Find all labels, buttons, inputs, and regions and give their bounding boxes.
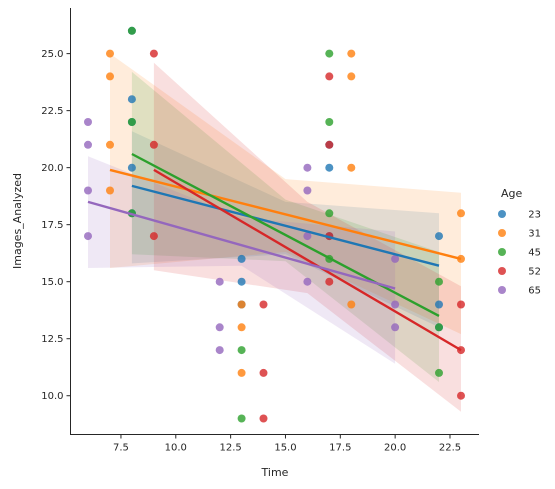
x-tick-label: 17.5 bbox=[329, 443, 351, 454]
x-tick-label: 10.0 bbox=[165, 443, 187, 454]
data-point-31 bbox=[106, 140, 114, 149]
data-point-45 bbox=[325, 209, 334, 218]
data-point-45 bbox=[237, 346, 246, 355]
data-point-45 bbox=[127, 26, 136, 35]
data-point-65 bbox=[303, 277, 312, 286]
trend-line-31 bbox=[109, 168, 462, 261]
legend: Age 23 31 45 52 65 bbox=[498, 187, 541, 297]
data-point-31 bbox=[106, 72, 114, 81]
data-point-45 bbox=[325, 118, 334, 126]
x-tick-label: 15.0 bbox=[274, 443, 296, 454]
y-axis-label: Images_Analyzed bbox=[11, 173, 24, 269]
data-point-23 bbox=[127, 95, 136, 104]
data-point-45 bbox=[435, 368, 443, 377]
data-point-65 bbox=[303, 232, 312, 241]
data-point-31 bbox=[457, 209, 465, 218]
data-point-65 bbox=[391, 300, 400, 309]
trend-lines bbox=[87, 152, 462, 352]
data-point-52 bbox=[325, 72, 334, 81]
data-point-65 bbox=[84, 140, 92, 149]
data-point-45 bbox=[127, 118, 136, 126]
x-ticks: 7.5 10.0 12.5 15.0 17.5 20.0 22.5 bbox=[113, 434, 461, 454]
legend-label-45: 45 bbox=[528, 248, 541, 259]
data-point-31 bbox=[347, 163, 356, 172]
trend-line-23 bbox=[131, 184, 440, 267]
y-tick-label: 20.0 bbox=[41, 163, 63, 174]
data-point-52 bbox=[457, 391, 465, 400]
data-point-23 bbox=[325, 163, 334, 172]
legend-marker-65 bbox=[498, 286, 506, 294]
data-point-65 bbox=[215, 346, 224, 355]
legend-title: Age bbox=[501, 187, 523, 200]
x-tick-label: 7.5 bbox=[113, 443, 129, 454]
data-point-52 bbox=[259, 414, 268, 423]
data-point-45 bbox=[237, 414, 246, 423]
data-point-31 bbox=[237, 323, 246, 332]
confidence-band-31 bbox=[110, 53, 461, 335]
data-point-65 bbox=[84, 186, 92, 195]
legend-label-23: 23 bbox=[528, 210, 541, 221]
data-point-52 bbox=[325, 140, 334, 149]
y-tick-label: 10.0 bbox=[41, 391, 63, 402]
y-tick-label: 22.5 bbox=[41, 106, 63, 117]
trend-line-65 bbox=[87, 200, 396, 290]
x-tick-label: 20.0 bbox=[384, 443, 406, 454]
data-point-65 bbox=[303, 186, 312, 195]
data-point-52 bbox=[457, 300, 465, 309]
data-point-31 bbox=[106, 186, 114, 195]
trend-line-52 bbox=[153, 168, 462, 352]
data-point-45 bbox=[435, 277, 443, 286]
data-point-65 bbox=[215, 323, 224, 332]
data-point-65 bbox=[391, 323, 400, 332]
confidence-bands bbox=[88, 53, 461, 412]
data-point-23 bbox=[237, 254, 246, 263]
data-point-31 bbox=[347, 49, 356, 58]
data-point-52 bbox=[149, 140, 158, 149]
data-point-31 bbox=[106, 49, 114, 58]
data-point-23 bbox=[237, 277, 246, 286]
data-point-52 bbox=[149, 49, 158, 58]
data-point-23 bbox=[435, 300, 443, 309]
data-point-45 bbox=[435, 323, 443, 332]
y-tick-label: 12.5 bbox=[41, 334, 63, 345]
data-point-23 bbox=[435, 232, 443, 241]
data-point-23 bbox=[127, 163, 136, 172]
y-ticks: 10.0 12.5 15.0 17.5 20.0 22.5 25.0 bbox=[41, 49, 71, 402]
legend-marker-45 bbox=[498, 248, 506, 256]
data-point-65 bbox=[391, 254, 400, 263]
legend-marker-23 bbox=[498, 210, 506, 218]
x-tick-label: 12.5 bbox=[219, 443, 241, 454]
y-tick-label: 25.0 bbox=[41, 49, 63, 60]
data-point-31 bbox=[347, 300, 356, 309]
legend-label-52: 52 bbox=[528, 267, 541, 278]
data-point-52 bbox=[259, 300, 268, 309]
legend-marker-31 bbox=[498, 229, 506, 237]
data-point-31 bbox=[237, 368, 246, 377]
legend-label-31: 31 bbox=[528, 229, 541, 240]
legend-label-65: 65 bbox=[528, 286, 541, 297]
data-point-65 bbox=[215, 277, 224, 286]
axes bbox=[70, 8, 479, 435]
data-point-65 bbox=[303, 163, 312, 172]
data-point-65 bbox=[84, 232, 92, 241]
trend-line-45 bbox=[131, 152, 440, 317]
legend-marker-52 bbox=[498, 267, 506, 275]
data-point-65 bbox=[84, 118, 92, 126]
x-tick-label: 22.5 bbox=[439, 443, 461, 454]
data-point-52 bbox=[325, 277, 334, 286]
y-tick-label: 15.0 bbox=[41, 277, 63, 288]
data-point-45 bbox=[325, 49, 334, 58]
data-point-52 bbox=[259, 368, 268, 377]
x-axis-label: Time bbox=[261, 466, 289, 479]
data-point-52 bbox=[149, 232, 158, 241]
data-point-31 bbox=[347, 72, 356, 81]
y-tick-label: 17.5 bbox=[41, 220, 63, 231]
data-point-31 bbox=[237, 300, 246, 309]
